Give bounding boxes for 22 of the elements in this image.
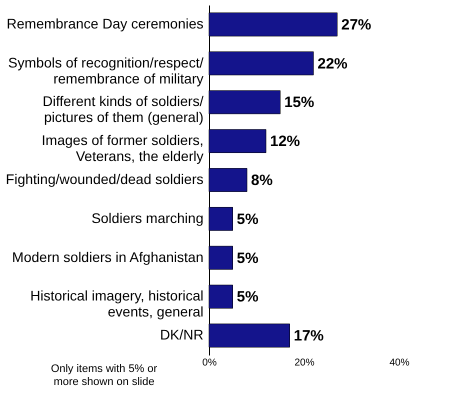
y-tick-label: Modern soldiers in Afghanistan (12, 248, 204, 265)
y-tick-label: Images of former soldiers, Veterans, the elderly (42, 132, 204, 164)
data-label: 5% (236, 210, 258, 228)
text: Only items with 5% or more shown on slide (50, 363, 158, 388)
y-tick-label: DK/NR (160, 326, 204, 343)
data-label: 12% (270, 133, 300, 150)
data-label: 17% (294, 328, 324, 345)
data-label: 27% (341, 16, 372, 34)
y-tick-label: Symbols of recognition/respect/remembrance of military (8, 54, 204, 86)
data-label: 22% (318, 55, 348, 72)
x-tick-label: 20% (294, 358, 315, 368)
x-tick-label: 40% (389, 358, 410, 368)
y-tick-label: Fighting/wounded/dead soldiers (6, 171, 204, 187)
y-tick-label: Different kinds of soldiers/pictures of them (general) (42, 93, 204, 126)
y-tick-label: Remembrance Day ceremonies (6, 15, 204, 32)
x-tick-label: 0% (202, 358, 217, 368)
y-tick-label: Historical imagery, historical events, general (30, 288, 204, 320)
data-label: 8% (251, 172, 273, 189)
data-label: 15% (284, 94, 314, 112)
y-tick-label: Soldiers marching (91, 210, 204, 226)
data-label: 5% (236, 288, 258, 306)
data-label: 5% (236, 250, 258, 267)
